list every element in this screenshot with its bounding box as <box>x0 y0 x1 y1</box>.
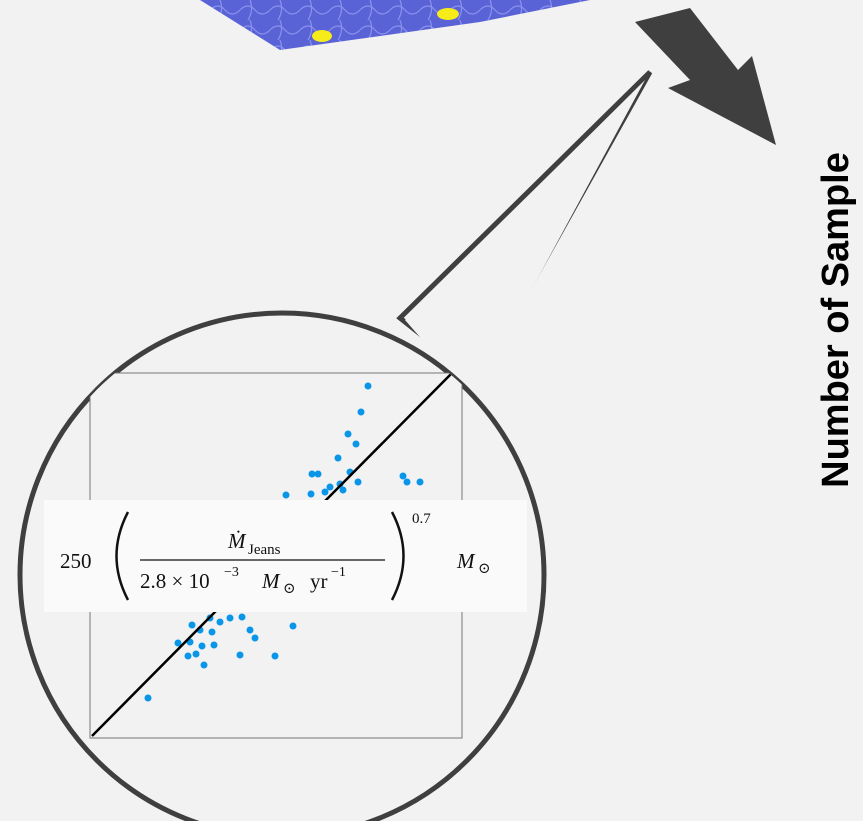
denominator-unit-sub: ⊙ <box>283 581 296 597</box>
formula-unit-sub: ⊙ <box>478 561 491 577</box>
side-label: Number of Sample <box>815 152 857 488</box>
page: 250 Ṁ Jeans 2.8 × 10 −3 M ⊙ yr −1 0.7 M … <box>0 0 863 821</box>
formula-coefficient: 250 <box>60 549 92 573</box>
formula-power: 0.7 <box>412 511 431 527</box>
simulation-image <box>200 0 590 50</box>
denominator-mantissa: 2.8 × 10 <box>140 569 210 593</box>
denominator-rate-exponent: −1 <box>331 565 346 580</box>
denominator-rate: yr <box>310 569 328 593</box>
halo <box>437 8 459 20</box>
arrow <box>635 8 776 145</box>
numerator-symbol: Ṁ <box>227 529 247 553</box>
denominator-unit: M <box>261 569 281 593</box>
figure: 250 Ṁ Jeans 2.8 × 10 −3 M ⊙ yr −1 0.7 M … <box>0 0 863 821</box>
halo <box>312 30 332 42</box>
formula-unit: M <box>456 549 476 573</box>
denominator-exponent: −3 <box>224 565 239 580</box>
callout-join <box>405 80 645 385</box>
numerator-subscript: Jeans <box>248 542 281 558</box>
